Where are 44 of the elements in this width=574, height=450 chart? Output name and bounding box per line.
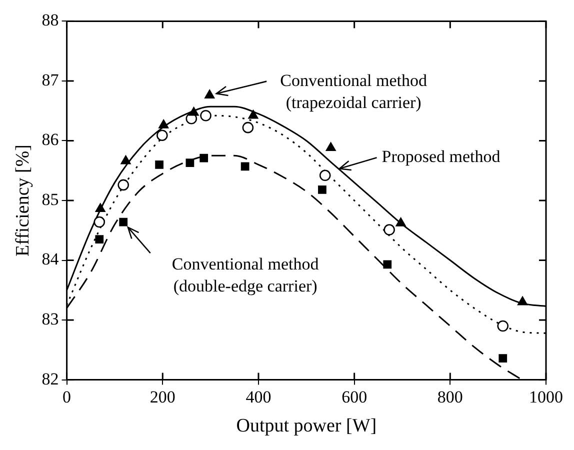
x-tick-label: 800 — [437, 387, 463, 406]
point — [383, 260, 392, 269]
point — [120, 155, 131, 164]
point — [319, 170, 331, 182]
x-tick-label: 1000 — [529, 387, 563, 406]
point — [248, 110, 258, 119]
y-axis-title: Efficiency [%] — [12, 144, 34, 257]
point — [94, 216, 106, 228]
annotation: Proposed method — [382, 147, 501, 166]
y-tick-label: 87 — [42, 70, 60, 90]
point — [204, 90, 215, 98]
y-tick-label: 86 — [42, 130, 59, 150]
x-tick-label: 600 — [342, 387, 368, 406]
point — [384, 224, 395, 236]
point — [95, 235, 104, 244]
point — [326, 142, 336, 152]
y-tick-label: 83 — [42, 310, 59, 328]
point — [158, 120, 169, 128]
x-tick-label: 0 — [62, 387, 72, 406]
annotation: Conventional method (trapezoidal carrier) — [280, 70, 428, 112]
annotation: Conventional method (double-edge carrier) — [172, 254, 320, 296]
point — [118, 179, 129, 191]
x-tick-label: 200 — [150, 387, 176, 406]
x-tick-label: 400 — [246, 387, 272, 406]
point — [318, 186, 326, 194]
point — [498, 354, 508, 362]
point — [156, 130, 168, 142]
point — [240, 162, 250, 171]
y-tick-label: 82 — [42, 369, 59, 388]
y-tick-label: 85 — [42, 190, 59, 209]
point — [95, 203, 106, 212]
y-tick-label: 88 — [42, 10, 59, 30]
point — [186, 158, 194, 168]
point — [200, 154, 208, 162]
point — [497, 320, 509, 332]
point — [518, 296, 528, 306]
point — [119, 218, 128, 226]
y-tick-label: 84 — [42, 250, 60, 269]
point — [200, 110, 212, 122]
point — [188, 106, 199, 116]
point — [396, 218, 406, 226]
x-axis-title: Output power [W] — [236, 416, 377, 437]
point — [242, 122, 254, 134]
point — [155, 160, 164, 169]
